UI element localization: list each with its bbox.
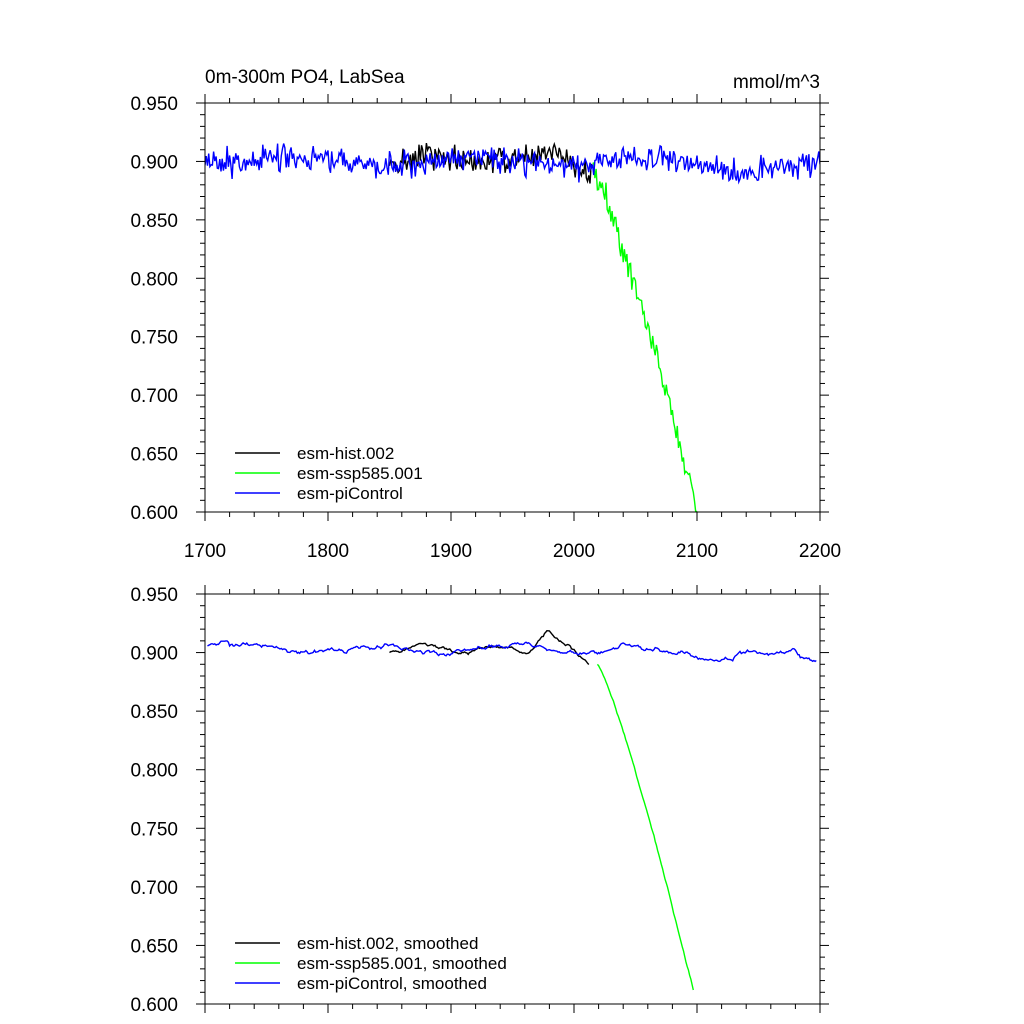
series-line-esm-picontrol xyxy=(205,143,820,185)
y-tick-label: 0.950 xyxy=(130,94,178,115)
y-tick-label: 0.700 xyxy=(130,386,178,407)
chart-title: 0m-300m PO4, LabSea xyxy=(205,67,405,88)
legend-label: esm-hist.002, smoothed xyxy=(297,934,478,953)
top-panel: 0m-300m PO4, LabSea mmol/m^3 0.600 0.650 0… xyxy=(130,67,841,562)
bottom-panel: 0.600 0.650 0.700 0.750 0.800 0.850 0.900 0.950… xyxy=(130,585,829,1016)
plot-frame xyxy=(204,102,821,513)
y-tick-label: 0.900 xyxy=(130,644,178,665)
x-tick-label: 2200 xyxy=(799,541,841,562)
y-tick-label: 0.700 xyxy=(130,878,178,899)
y-tick-label: 0.850 xyxy=(130,211,178,232)
legend-label: esm-hist.002 xyxy=(297,444,394,463)
series-line-esm-hist-002 xyxy=(388,141,592,184)
plot-frame xyxy=(204,593,821,1005)
series-line-esm-hist-002-smoothed xyxy=(389,629,590,665)
legend-label: esm-piControl, smoothed xyxy=(297,974,487,993)
y-tick-label: 0.900 xyxy=(130,152,178,173)
legend-label: esm-ssp585.001 xyxy=(297,464,423,483)
y-tick-label: 0.650 xyxy=(130,936,178,957)
y-tick-label: 0.650 xyxy=(130,445,178,466)
y-tick-label: 0.600 xyxy=(130,503,178,524)
y-tick-label: 0.750 xyxy=(130,819,178,840)
chart-units: mmol/m^3 xyxy=(733,72,820,93)
x-tick-label: 2100 xyxy=(676,541,718,562)
legend-label: esm-piControl xyxy=(297,484,403,503)
y-tick-label: 0.950 xyxy=(130,585,178,606)
x-tick-label: 1800 xyxy=(307,541,349,562)
y-tick-label: 0.800 xyxy=(130,269,178,290)
y-tick-label: 0.800 xyxy=(130,761,178,782)
y-tick-label: 0.750 xyxy=(130,328,178,349)
series-line-esm-picontrol-smoothed xyxy=(207,640,817,663)
series-line-esm-ssp585-001-smoothed xyxy=(596,663,694,991)
x-tick-label: 1700 xyxy=(184,541,226,562)
legend-label: esm-ssp585.001, smoothed xyxy=(297,954,507,973)
y-tick-label: 0.850 xyxy=(130,702,178,723)
x-tick-label: 1900 xyxy=(430,541,472,562)
y-tick-label: 0.600 xyxy=(130,995,178,1016)
series-line-esm-ssp585-001 xyxy=(592,161,698,512)
x-tick-label: 2000 xyxy=(553,541,595,562)
